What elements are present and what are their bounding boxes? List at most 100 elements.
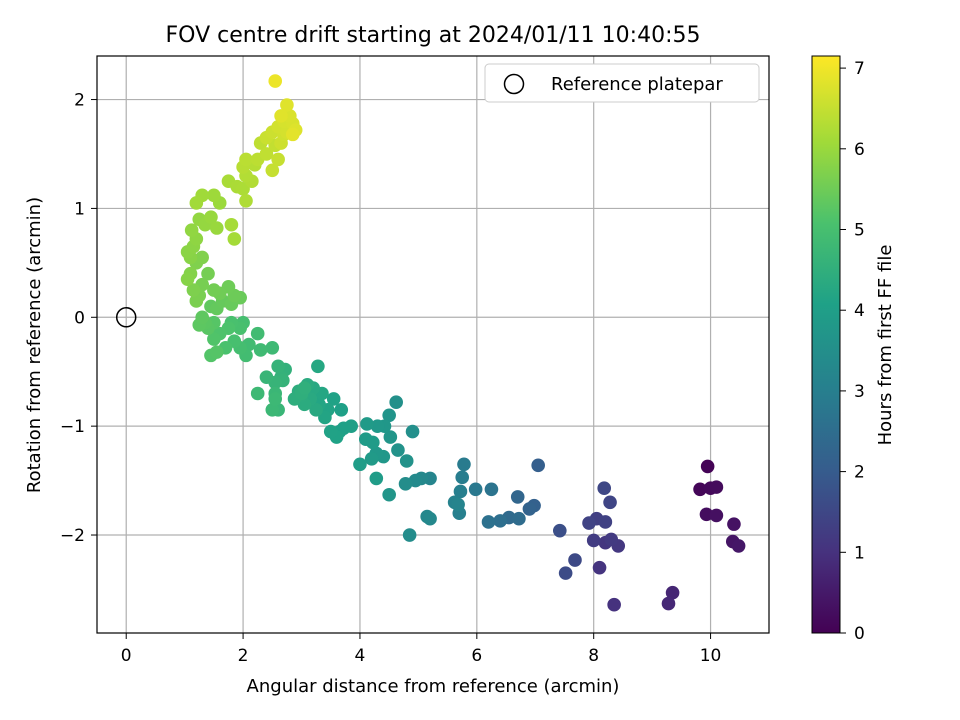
data-point (186, 283, 201, 297)
data-point (224, 217, 239, 232)
data-point (709, 508, 724, 523)
data-point (239, 152, 253, 167)
data-point (204, 210, 218, 224)
data-point (318, 410, 332, 425)
data-point (334, 403, 349, 417)
data-point (209, 345, 224, 359)
x-tick-label: 0 (121, 646, 132, 666)
data-point (268, 74, 283, 88)
data-point (531, 458, 545, 473)
x-tick-label: 4 (355, 646, 366, 666)
legend-reference-marker (503, 73, 525, 95)
data-point (209, 221, 224, 235)
data-point (382, 408, 396, 423)
x-tick-label: 6 (471, 646, 482, 666)
data-point (603, 495, 617, 510)
data-point (699, 507, 714, 522)
data-point (391, 443, 405, 457)
colorbar-tick-label: 5 (854, 221, 865, 241)
data-point (402, 528, 417, 542)
data-point (693, 482, 707, 497)
data-point (195, 310, 209, 325)
data-point (457, 457, 471, 472)
x-tick-label: 8 (588, 646, 599, 666)
grid (97, 56, 769, 633)
colorbar: 0 1 2 3 4 5 6 7 Hours from first FF file (811, 55, 896, 644)
colorbar-tick-label: 2 (854, 463, 865, 483)
data-point (309, 403, 323, 417)
colorbar-tick-label: 7 (854, 59, 865, 79)
data-point (398, 477, 413, 491)
data-point (366, 435, 380, 450)
data-point (360, 417, 374, 431)
data-point (369, 471, 384, 486)
data-point (522, 502, 537, 516)
colorbar-tick-label: 0 (854, 624, 865, 644)
data-point (236, 182, 250, 196)
data-point (189, 196, 204, 210)
data-point (253, 343, 268, 357)
y-tick-label: −1 (60, 417, 85, 437)
data-point (700, 459, 715, 474)
data-point (455, 470, 470, 485)
x-tick-label: 2 (238, 646, 249, 666)
data-point (592, 560, 607, 575)
data-point (285, 127, 300, 142)
colorbar-tick-label: 6 (854, 140, 865, 160)
data-point (389, 395, 403, 410)
data-point (280, 98, 294, 112)
data-point (399, 454, 414, 468)
data-point (383, 430, 398, 444)
data-point (311, 359, 325, 374)
x-axis-ticks: 0 2 4 6 8 10 (121, 633, 722, 666)
colorbar-label: Hours from first FF file (875, 245, 896, 446)
data-point (180, 272, 195, 286)
data-point (405, 424, 420, 439)
plot-frame (96, 55, 770, 634)
y-tick-label: −2 (60, 526, 85, 546)
data-point (184, 223, 199, 237)
y-tick-label: 0 (74, 308, 85, 328)
chart-title: FOV centre drift starting at 2024/01/11 … (166, 23, 701, 48)
data-point (510, 490, 525, 504)
data-point (665, 585, 680, 600)
data-point (326, 392, 341, 406)
x-tick-label: 10 (700, 646, 722, 666)
legend-entry-reference-platepar: Reference platepar (551, 74, 723, 95)
colorbar-ticks: 0 1 2 3 4 5 6 7 (840, 59, 865, 644)
data-point (271, 359, 285, 374)
data-point (323, 424, 338, 439)
y-tick-label: 2 (74, 91, 85, 111)
data-point (353, 457, 367, 472)
data-point (597, 481, 612, 496)
colorbar-tick-label: 4 (854, 301, 865, 321)
data-point (582, 516, 596, 530)
x-axis-label: Angular distance from reference (arcmin) (247, 676, 620, 697)
reference-platepar-marker (115, 307, 137, 328)
data-point (607, 597, 621, 612)
data-point (268, 392, 283, 406)
legend: Reference platepar (484, 63, 760, 103)
data-point (481, 515, 496, 529)
data-point (423, 511, 437, 526)
data-point (207, 283, 221, 297)
data-point (382, 487, 396, 502)
data-point (195, 250, 209, 265)
data-point (493, 514, 508, 528)
data-point (271, 152, 285, 167)
data-point (227, 232, 242, 246)
data-point (512, 511, 526, 526)
data-point (598, 515, 613, 529)
data-point (484, 482, 499, 497)
colorbar-tick-label: 3 (854, 382, 865, 402)
data-point (189, 294, 204, 308)
data-point (731, 539, 746, 553)
data-point (207, 188, 221, 203)
data-point (259, 370, 274, 384)
data-point (604, 532, 619, 547)
colorbar-tick-label: 1 (854, 543, 865, 563)
data-point (451, 497, 465, 512)
data-point (727, 517, 741, 531)
data-point (709, 480, 724, 494)
